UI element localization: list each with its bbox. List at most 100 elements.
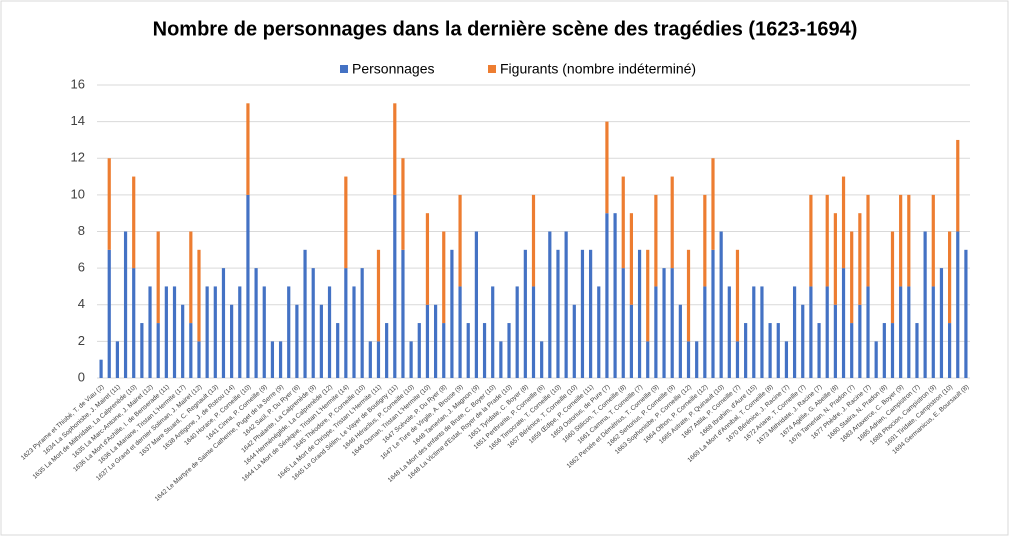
bar-segment <box>156 323 160 378</box>
bar-segment <box>132 176 136 269</box>
bar-segment <box>931 286 935 378</box>
bar-segment <box>319 304 323 378</box>
bar-segment <box>613 213 617 378</box>
bar-segment <box>278 341 283 378</box>
bar-segment <box>123 231 128 378</box>
bar-segment <box>556 249 560 378</box>
bar-segment <box>466 323 470 378</box>
bar-segment <box>825 286 829 378</box>
bar-segment <box>246 194 250 378</box>
bar-segment <box>458 286 462 378</box>
bar-segment <box>213 286 217 378</box>
bar-segment <box>107 158 111 250</box>
bar-segment <box>874 341 878 378</box>
bar-segment <box>948 323 952 378</box>
bar-segment <box>833 304 837 378</box>
bar-segment <box>401 158 405 250</box>
bar-segment <box>458 194 462 287</box>
bar-segment <box>531 286 536 378</box>
bar-segment <box>433 304 438 378</box>
bar-segment <box>776 323 780 378</box>
bar-segment <box>531 194 536 287</box>
bar-segment <box>637 249 642 378</box>
bar-segment <box>303 249 307 378</box>
bar-segment <box>858 213 862 305</box>
bar-segment <box>230 304 234 378</box>
bar-segment <box>956 139 960 232</box>
bar-segment <box>809 286 813 378</box>
y-tick-label: 0 <box>78 369 85 384</box>
bar-segment <box>311 268 315 378</box>
y-tick-label: 8 <box>78 223 85 238</box>
bar-segment <box>760 286 764 378</box>
bar-segment <box>352 286 356 378</box>
bar-segment <box>548 231 552 378</box>
bar-segment <box>409 341 413 378</box>
bar-segment <box>172 286 177 378</box>
bar-segment <box>752 286 756 378</box>
bar-segment <box>792 286 797 378</box>
bar-segment <box>572 304 576 378</box>
bar-segment <box>899 194 903 287</box>
bar-segment <box>523 249 527 378</box>
bar-segment <box>621 268 625 378</box>
bar-segment <box>801 304 805 378</box>
bar-segment <box>156 231 160 324</box>
bar-segment <box>907 286 911 378</box>
bar-segment <box>221 268 226 378</box>
bar-segment <box>417 323 421 378</box>
legend-swatch <box>488 65 496 73</box>
bar-segment <box>695 341 699 378</box>
bar-segment <box>882 323 886 378</box>
bar-segment <box>344 268 348 378</box>
bar-segment <box>393 194 397 378</box>
bar-segment <box>654 194 658 287</box>
legend-label: Figurants (nombre indéterminé) <box>500 61 696 77</box>
bar-segment <box>841 176 846 269</box>
bar-segment <box>132 268 136 378</box>
bar-segment <box>784 341 789 378</box>
bar-segment <box>678 304 682 378</box>
bar-segment <box>246 103 250 195</box>
bar-segment <box>866 286 870 378</box>
bar-segment <box>238 286 242 378</box>
bar-segment <box>107 249 111 378</box>
bar-segment <box>948 231 952 324</box>
bar-segment <box>344 176 348 269</box>
bar-segment <box>964 249 968 378</box>
bar-segment <box>189 231 193 324</box>
bar-segment <box>744 323 748 378</box>
bar-segment <box>499 341 503 378</box>
bar-segment <box>580 249 585 378</box>
bar-segment <box>327 286 332 378</box>
bar-segment <box>140 323 144 378</box>
bar-segment <box>442 231 446 324</box>
bar-segment <box>295 304 299 378</box>
bar-segment <box>646 249 650 342</box>
bar-segment <box>915 323 919 378</box>
bar-segment <box>262 286 266 378</box>
legend-swatch <box>340 65 348 73</box>
bar-segment <box>841 268 846 378</box>
bar-segment <box>931 194 935 287</box>
bar-segment <box>719 231 723 378</box>
legend-label: Personnages <box>352 61 435 77</box>
bar-segment <box>385 323 389 378</box>
bar-segment <box>540 341 544 378</box>
bar-segment <box>939 268 944 378</box>
bar-segment <box>360 268 364 378</box>
bar-segment <box>507 323 511 378</box>
y-tick-label: 14 <box>71 113 85 128</box>
bar-segment <box>197 249 201 342</box>
bar-segment <box>425 304 430 378</box>
y-tick-label: 10 <box>71 186 85 201</box>
bar-segment <box>376 249 381 342</box>
bar-segment <box>401 249 405 378</box>
bar-segment <box>189 323 193 378</box>
bar-segment <box>956 231 960 378</box>
bar-segment <box>703 194 707 287</box>
y-tick-label: 2 <box>78 333 85 348</box>
bar-segment <box>670 176 674 269</box>
bar-segment <box>711 249 715 378</box>
